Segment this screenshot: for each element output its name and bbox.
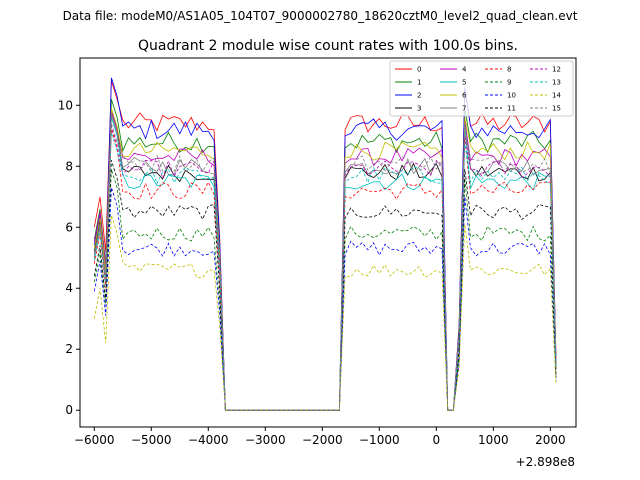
chart-title: Quadrant 2 module wise count rates with … (138, 38, 518, 54)
x-tick-label: −1000 (359, 433, 400, 447)
series-line-10 (93, 187, 557, 411)
legend-label-7: 7 (462, 105, 466, 113)
legend-label-4: 4 (462, 66, 467, 74)
legend-label-13: 13 (552, 79, 561, 87)
legend-label-15: 15 (552, 105, 561, 113)
legend-label-6: 6 (462, 92, 467, 100)
series-line-11 (93, 160, 557, 411)
series-line-1 (93, 99, 557, 411)
x-tick-label: 2000 (535, 433, 566, 447)
series-line-15 (93, 123, 557, 411)
y-tick-label: 8 (65, 159, 73, 173)
series-line-3 (93, 111, 557, 411)
series-line-7 (93, 114, 557, 411)
series-line-12 (93, 126, 557, 411)
legend-label-1: 1 (417, 79, 421, 87)
y-tick-label: 2 (65, 342, 73, 356)
x-tick-label: 0 (433, 433, 441, 447)
x-tick-label: −6000 (74, 433, 115, 447)
x-tick-label: −3000 (245, 433, 286, 447)
legend-label-10: 10 (507, 92, 516, 100)
legend-label-14: 14 (552, 92, 561, 100)
legend-label-8: 8 (507, 66, 511, 74)
series-line-6 (93, 108, 557, 411)
x-offset-label: +2.898e8 (516, 455, 575, 469)
legend-label-9: 9 (507, 79, 511, 87)
series-line-14 (93, 214, 557, 411)
legend-label-11: 11 (507, 105, 516, 113)
x-tick-label: −5000 (131, 433, 172, 447)
y-tick-label: 6 (65, 220, 73, 234)
legend-label-0: 0 (417, 66, 421, 74)
legend-label-2: 2 (417, 92, 421, 100)
legend-label-3: 3 (417, 105, 421, 113)
x-axis: −6000 −5000 −4000 −3000 −2000 −1000 0 1000 2000 (74, 427, 566, 447)
y-tick-label: 0 (65, 403, 73, 417)
series-line-0 (93, 80, 557, 411)
series-line-5 (93, 117, 557, 411)
x-tick-label: −2000 (302, 433, 343, 447)
y-tick-label: 10 (58, 98, 73, 112)
axes-frame (79, 57, 577, 428)
x-tick-label: 1000 (478, 433, 509, 447)
series-line-9 (93, 169, 557, 411)
plot-lines (93, 77, 557, 411)
y-tick-label: 4 (65, 281, 73, 295)
suptitle: Data file: modeM0/AS1A05_104T07_90000027… (63, 9, 578, 23)
series-line-2 (93, 77, 557, 411)
legend-label-12: 12 (552, 66, 561, 74)
legend-label-5: 5 (462, 79, 466, 87)
legend-box (389, 60, 574, 117)
x-tick-label: −4000 (188, 433, 229, 447)
y-axis: 0 2 4 6 8 10 (58, 98, 80, 417)
series-line-8 (93, 129, 557, 411)
